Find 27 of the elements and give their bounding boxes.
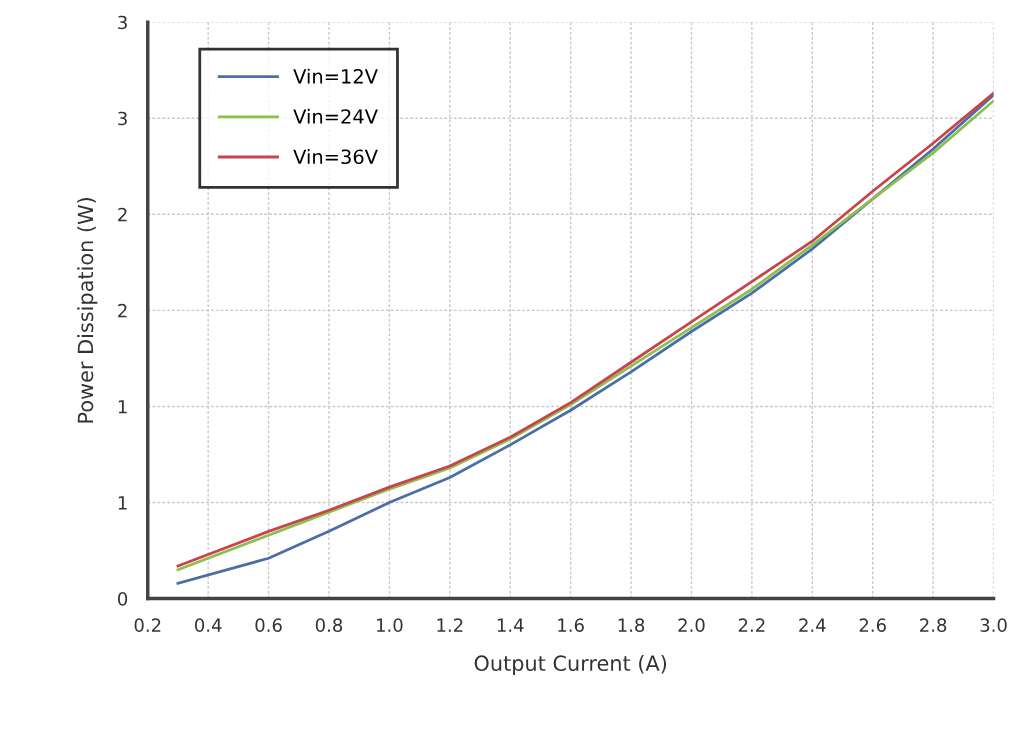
x-axis-title: Output Current (A) bbox=[474, 654, 667, 676]
x-tick-label: 1.4 bbox=[497, 618, 524, 632]
y-tick-label: 1 bbox=[118, 496, 127, 510]
x-tick-label: 0.8 bbox=[315, 618, 343, 633]
x-tick-label: 0.6 bbox=[255, 618, 282, 633]
x-tick-label: 2.0 bbox=[678, 618, 705, 633]
x-tick-label: 1.6 bbox=[558, 618, 584, 633]
legend-label: Vin=12V bbox=[293, 68, 378, 84]
x-tick-label: 2.8 bbox=[920, 618, 947, 633]
y-tick-label: 2 bbox=[118, 207, 127, 222]
x-tick-label: 1.2 bbox=[437, 618, 463, 632]
legend-label: Vin=24V bbox=[293, 108, 378, 124]
x-tick-label: 0.4 bbox=[195, 618, 222, 633]
x-tick-label: 2.4 bbox=[799, 618, 826, 632]
x-tick-label: 1.0 bbox=[377, 618, 403, 633]
legend-label: Vin=36V bbox=[293, 149, 378, 165]
y-tick-label: 3 bbox=[118, 15, 127, 30]
x-tick-label: 2.2 bbox=[738, 618, 765, 632]
y-tick-label: 0 bbox=[118, 592, 128, 606]
x-tick-label: 2.6 bbox=[859, 618, 886, 633]
x-tick-label: 0.2 bbox=[134, 618, 161, 633]
y-tick-label: 2 bbox=[118, 303, 127, 318]
x-tick-label: 3.0 bbox=[980, 618, 1007, 633]
y-axis-title: Power Dissipation (W) bbox=[77, 198, 98, 423]
y-tick-label: 1 bbox=[118, 400, 127, 414]
y-tick-label: 3 bbox=[118, 111, 127, 126]
x-tick-label: 1.8 bbox=[618, 618, 645, 633]
